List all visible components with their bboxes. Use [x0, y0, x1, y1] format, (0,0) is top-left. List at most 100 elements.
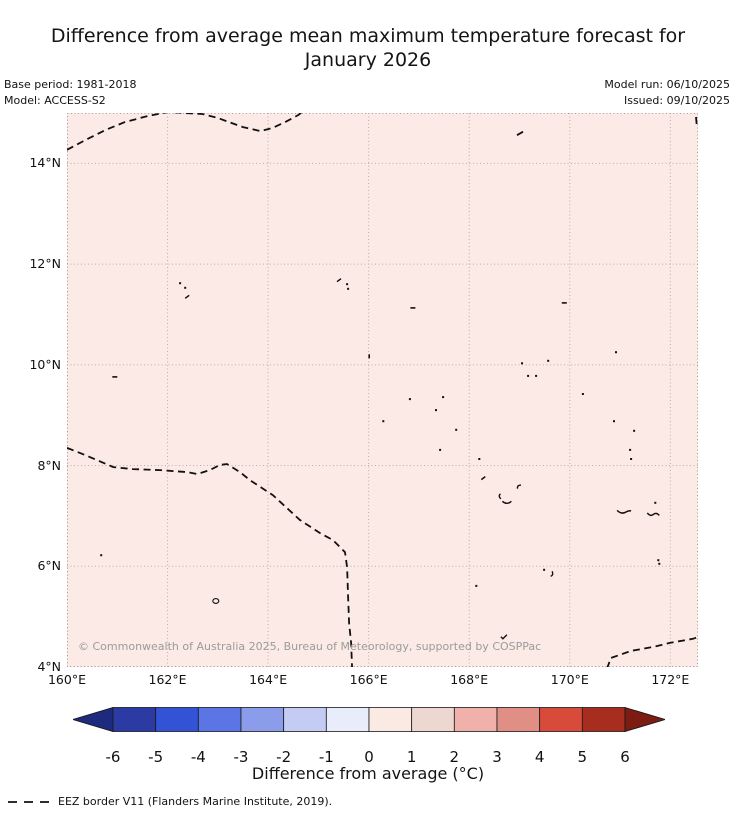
colorbar-tick-label: 5: [577, 748, 588, 766]
colorbar-tick-label: 3: [492, 748, 502, 766]
islet: [581, 393, 584, 395]
model-run-text: Model run: 06/10/2025: [604, 78, 730, 91]
x-tick-label: 166°E: [349, 672, 388, 687]
atoll: [516, 484, 522, 489]
islet: [535, 374, 538, 377]
islet: [543, 568, 546, 571]
island-dot: [100, 554, 103, 557]
page-title-line1: Difference from average mean maximum tem…: [50, 25, 686, 47]
island-dot: [478, 458, 481, 460]
colorbar-segment: [155, 707, 199, 732]
colorbar-segment: [539, 707, 583, 732]
island-hook: [516, 484, 522, 489]
islet: [336, 278, 342, 283]
eez-border-legend: EEZ border V11 (Flanders Marine Institut…: [7, 795, 332, 808]
island-dot: [543, 568, 546, 571]
page-title-line2: January 2026: [304, 49, 432, 71]
islet: [475, 584, 478, 587]
y-tick-label: 14°N: [29, 155, 61, 171]
island-dot: [581, 393, 584, 395]
islet: [629, 448, 632, 451]
issued-text: Issued: 09/10/2025: [623, 94, 730, 107]
island-dot: [658, 562, 661, 565]
island-arcu: [501, 500, 512, 504]
eez-border-eez-southeast: [606, 636, 698, 667]
island-check: [500, 634, 508, 640]
islet: [100, 554, 103, 557]
colorbar: [73, 707, 665, 733]
island-dashs: [184, 294, 190, 299]
islet: [442, 396, 445, 399]
island-dot: [535, 374, 538, 377]
islet: [613, 420, 615, 423]
islet: [521, 362, 523, 365]
colorbar-segment: [197, 707, 242, 732]
island-dot: [382, 420, 385, 423]
colorbar-segment: [496, 707, 541, 732]
island-dot: [613, 420, 615, 423]
y-tick-label: 10°N: [29, 356, 61, 372]
islet: [408, 398, 411, 401]
atoll: [501, 500, 512, 504]
island-dot: [654, 501, 657, 504]
atoll: [616, 509, 632, 514]
x-tick-label: 172°E: [651, 672, 690, 687]
x-tick-label: 168°E: [450, 672, 489, 687]
island-dot: [527, 374, 530, 377]
colorbar-segment: [581, 707, 626, 732]
colorbar-tick-label: -3: [233, 748, 249, 766]
eez-border-eez-west: [67, 447, 353, 667]
x-tick-label: 160°E: [47, 672, 86, 687]
island-dot: [442, 396, 445, 399]
island-jshape: [550, 571, 554, 577]
eez-border-eez-north-fragment: [516, 130, 525, 136]
island-dot: [475, 584, 478, 587]
islet: [657, 559, 660, 562]
meta-right-block: Model run: 06/10/2025 Issued: 09/10/2025: [604, 77, 730, 109]
colorbar-segment: [453, 707, 498, 732]
island-dot: [408, 398, 411, 401]
colorbar-segment: [368, 707, 413, 732]
islet: [455, 428, 458, 431]
island-arcs: [646, 512, 660, 517]
colorbar-tick-label: -6: [105, 748, 121, 766]
island-ring: [212, 598, 220, 604]
x-tick-label: 164°E: [249, 672, 288, 687]
model-text: Model: ACCESS-S2: [4, 94, 106, 107]
island-dot: [179, 282, 182, 285]
atoll: [550, 571, 554, 577]
islet: [654, 501, 657, 504]
forecast-map-canvas: © Commonwealth of Australia 2025, Bureau…: [67, 113, 698, 667]
y-tick-label: 4°N: [37, 659, 61, 674]
meta-left-block: Base period: 1981-2018 Model: ACCESS-S2: [4, 77, 136, 109]
colorbar-tick-label: 4: [534, 748, 545, 766]
island-arc: [498, 493, 502, 500]
colorbar-tick-label: 2: [449, 748, 460, 766]
map-frame: [67, 113, 698, 667]
island-dot: [346, 283, 349, 286]
islet: [382, 420, 385, 423]
x-tick-label: 162°E: [148, 672, 187, 687]
island-dot: [547, 359, 550, 362]
island-dot: [184, 286, 187, 289]
copyright-text: © Commonwealth of Australia 2025, Bureau…: [78, 640, 542, 653]
colorbar-axis-label: Difference from average (°C): [251, 764, 485, 783]
colorbar-segment: [325, 707, 370, 732]
colorbar-over-arrow: [624, 707, 665, 733]
colorbar-tick-label: 6: [620, 748, 630, 766]
island-dot: [657, 559, 660, 562]
dashed-line-sample-icon: [8, 800, 51, 803]
islet: [547, 359, 550, 362]
island-dashs: [480, 476, 486, 481]
islet: [480, 476, 486, 481]
island-dot: [439, 448, 442, 451]
islet: [478, 458, 481, 460]
islet: [435, 409, 437, 412]
islet: [347, 287, 350, 290]
base-period-text: Base period: 1981-2018: [4, 78, 137, 91]
islet: [184, 294, 190, 299]
island-dot: [629, 448, 632, 451]
island-arcuw: [616, 509, 632, 514]
colorbar-segment: [112, 707, 157, 732]
colorbar-tick-label: 0: [364, 748, 374, 766]
